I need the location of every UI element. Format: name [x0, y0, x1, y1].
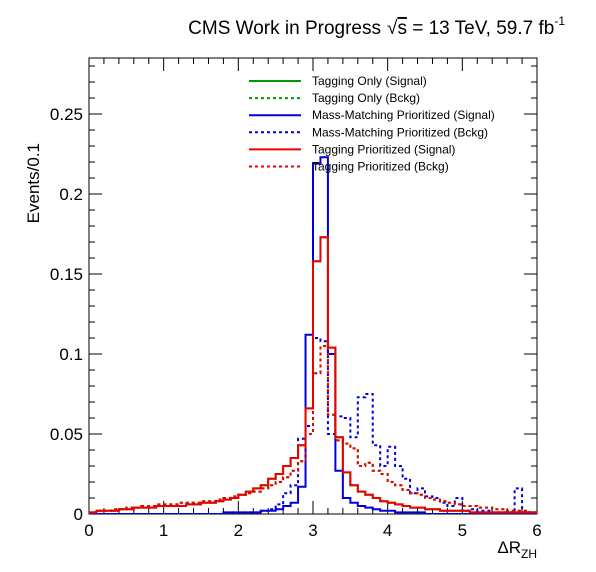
- series-line-4: [89, 236, 537, 514]
- x-axis-label: ΔRZH: [497, 538, 537, 561]
- legend-label-1: Tagging Only (Bckg): [312, 91, 420, 105]
- series-line-2: [89, 156, 537, 514]
- x-tick-label: 6: [532, 521, 541, 540]
- y-tick-label: 0.05: [50, 425, 83, 444]
- y-tick-label: 0.15: [50, 265, 83, 284]
- y-axis-ticks: 0 0.05 0.1 0.15 0.2 0.25: [50, 65, 537, 524]
- series-layer: [89, 156, 537, 514]
- series-line-5: [89, 345, 537, 514]
- legend-label-3: Mass-Matching Prioritized (Bckg): [312, 125, 488, 139]
- legend-label-2: Mass-Matching Prioritized (Signal): [312, 108, 495, 122]
- x-tick-label: 2: [234, 521, 243, 540]
- x-tick-label: 5: [458, 521, 467, 540]
- y-tick-label: 0.25: [50, 105, 83, 124]
- legend-label-4: Tagging Prioritized (Signal): [312, 142, 455, 156]
- x-tick-label: 0: [84, 521, 93, 540]
- legend-label-5: Tagging Prioritized (Bckg): [312, 160, 449, 174]
- y-tick-label: 0: [74, 505, 83, 524]
- y-tick-label: 0.2: [59, 185, 83, 204]
- x-tick-label: 1: [159, 521, 168, 540]
- x-tick-label: 3: [308, 521, 317, 540]
- y-axis-label: Events/0.1: [24, 143, 43, 223]
- x-tick-label: 4: [383, 521, 392, 540]
- y-tick-label: 0.1: [59, 345, 83, 364]
- legend-label-0: Tagging Only (Signal): [312, 74, 427, 88]
- chart-title: CMS Work in Progress √s = 13 TeV, 59.7 fb…: [188, 14, 565, 39]
- legend: Tagging Only (Signal) Tagging Only (Bckg)…: [249, 74, 495, 174]
